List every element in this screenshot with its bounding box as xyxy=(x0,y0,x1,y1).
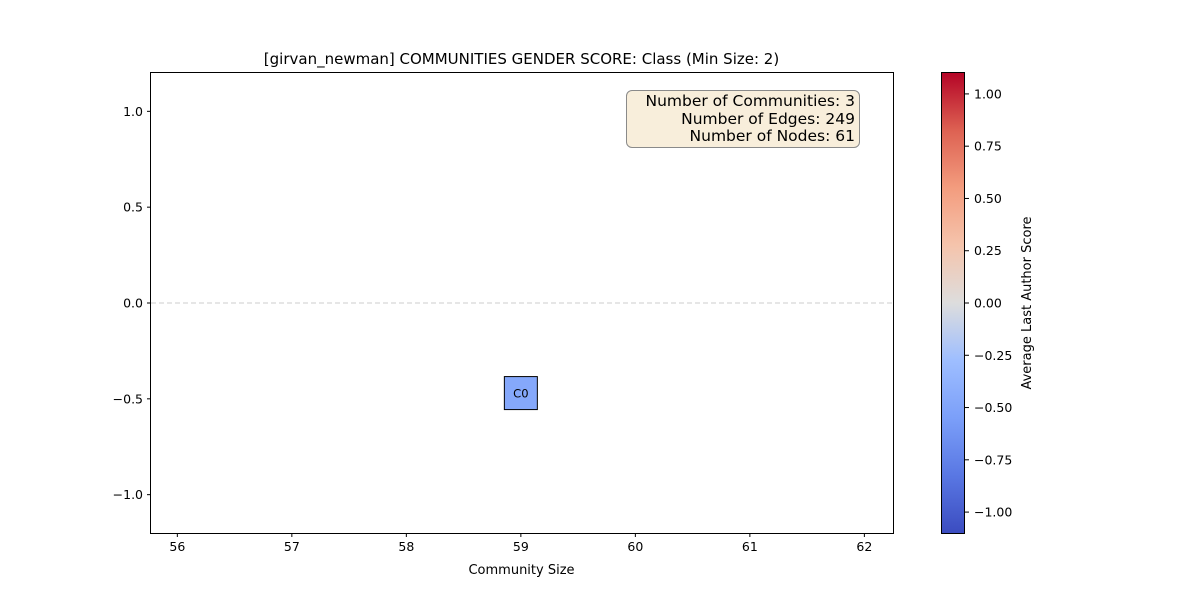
colorbar-tick-label: 0.25 xyxy=(974,243,1002,258)
x-axis-label: Community Size xyxy=(468,563,574,578)
x-tick-label: 62 xyxy=(856,539,872,554)
x-tick-label: 60 xyxy=(627,539,643,554)
colorbar-axis: −1.00 −0.75 −0.50 −0.25 0.00 0.25 0.50 0.75 1.00 xyxy=(965,86,1012,520)
summary-info-box: Number of Communities: 3 Number of Edges… xyxy=(626,90,860,148)
x-tick-label: 61 xyxy=(742,539,758,554)
x-tick-label: 58 xyxy=(398,539,414,554)
y-tick-label: −0.5 xyxy=(113,391,143,406)
y-tick-label: 0.5 xyxy=(123,200,143,215)
y-tick-label: −1.0 xyxy=(113,487,143,502)
y-axis: −1.0 −0.5 0.0 0.5 1.0 xyxy=(113,104,151,502)
community-marker xyxy=(503,376,538,411)
points-layer: C0 xyxy=(503,376,538,411)
y-tick-label: 1.0 xyxy=(123,104,143,119)
x-axis: 56 57 58 59 60 61 62 xyxy=(169,533,872,554)
chart-title: [girvan_newman] COMMUNITIES GENDER SCORE… xyxy=(264,50,779,69)
edges-count-text: Number of Edges: 249 xyxy=(681,109,855,128)
colorbar-tick-label: 0.00 xyxy=(974,296,1002,311)
x-tick-label: 56 xyxy=(169,539,185,554)
colorbar-tick-label: −0.25 xyxy=(974,348,1012,363)
community-marker-label: C0 xyxy=(513,387,528,401)
colorbar-tick-label: 0.50 xyxy=(974,191,1002,206)
y-tick-label: 0.0 xyxy=(123,296,143,311)
colorbar-tick-label: 0.75 xyxy=(974,139,1002,154)
colorbar-tick-label: −0.50 xyxy=(974,400,1012,415)
colorbar-tick-label: 1.00 xyxy=(974,86,1002,101)
colorbar-label: Average Last Author Score xyxy=(1020,216,1035,389)
communities-count-text: Number of Communities: 3 xyxy=(645,92,855,110)
colorbar-tick-label: −1.00 xyxy=(974,505,1012,520)
colorbar xyxy=(941,72,965,534)
colorbar-tick-label: −0.75 xyxy=(974,452,1012,467)
nodes-count-text: Number of Nodes: 61 xyxy=(689,127,855,145)
x-tick-label: 59 xyxy=(513,539,529,554)
x-tick-label: 57 xyxy=(284,539,300,554)
